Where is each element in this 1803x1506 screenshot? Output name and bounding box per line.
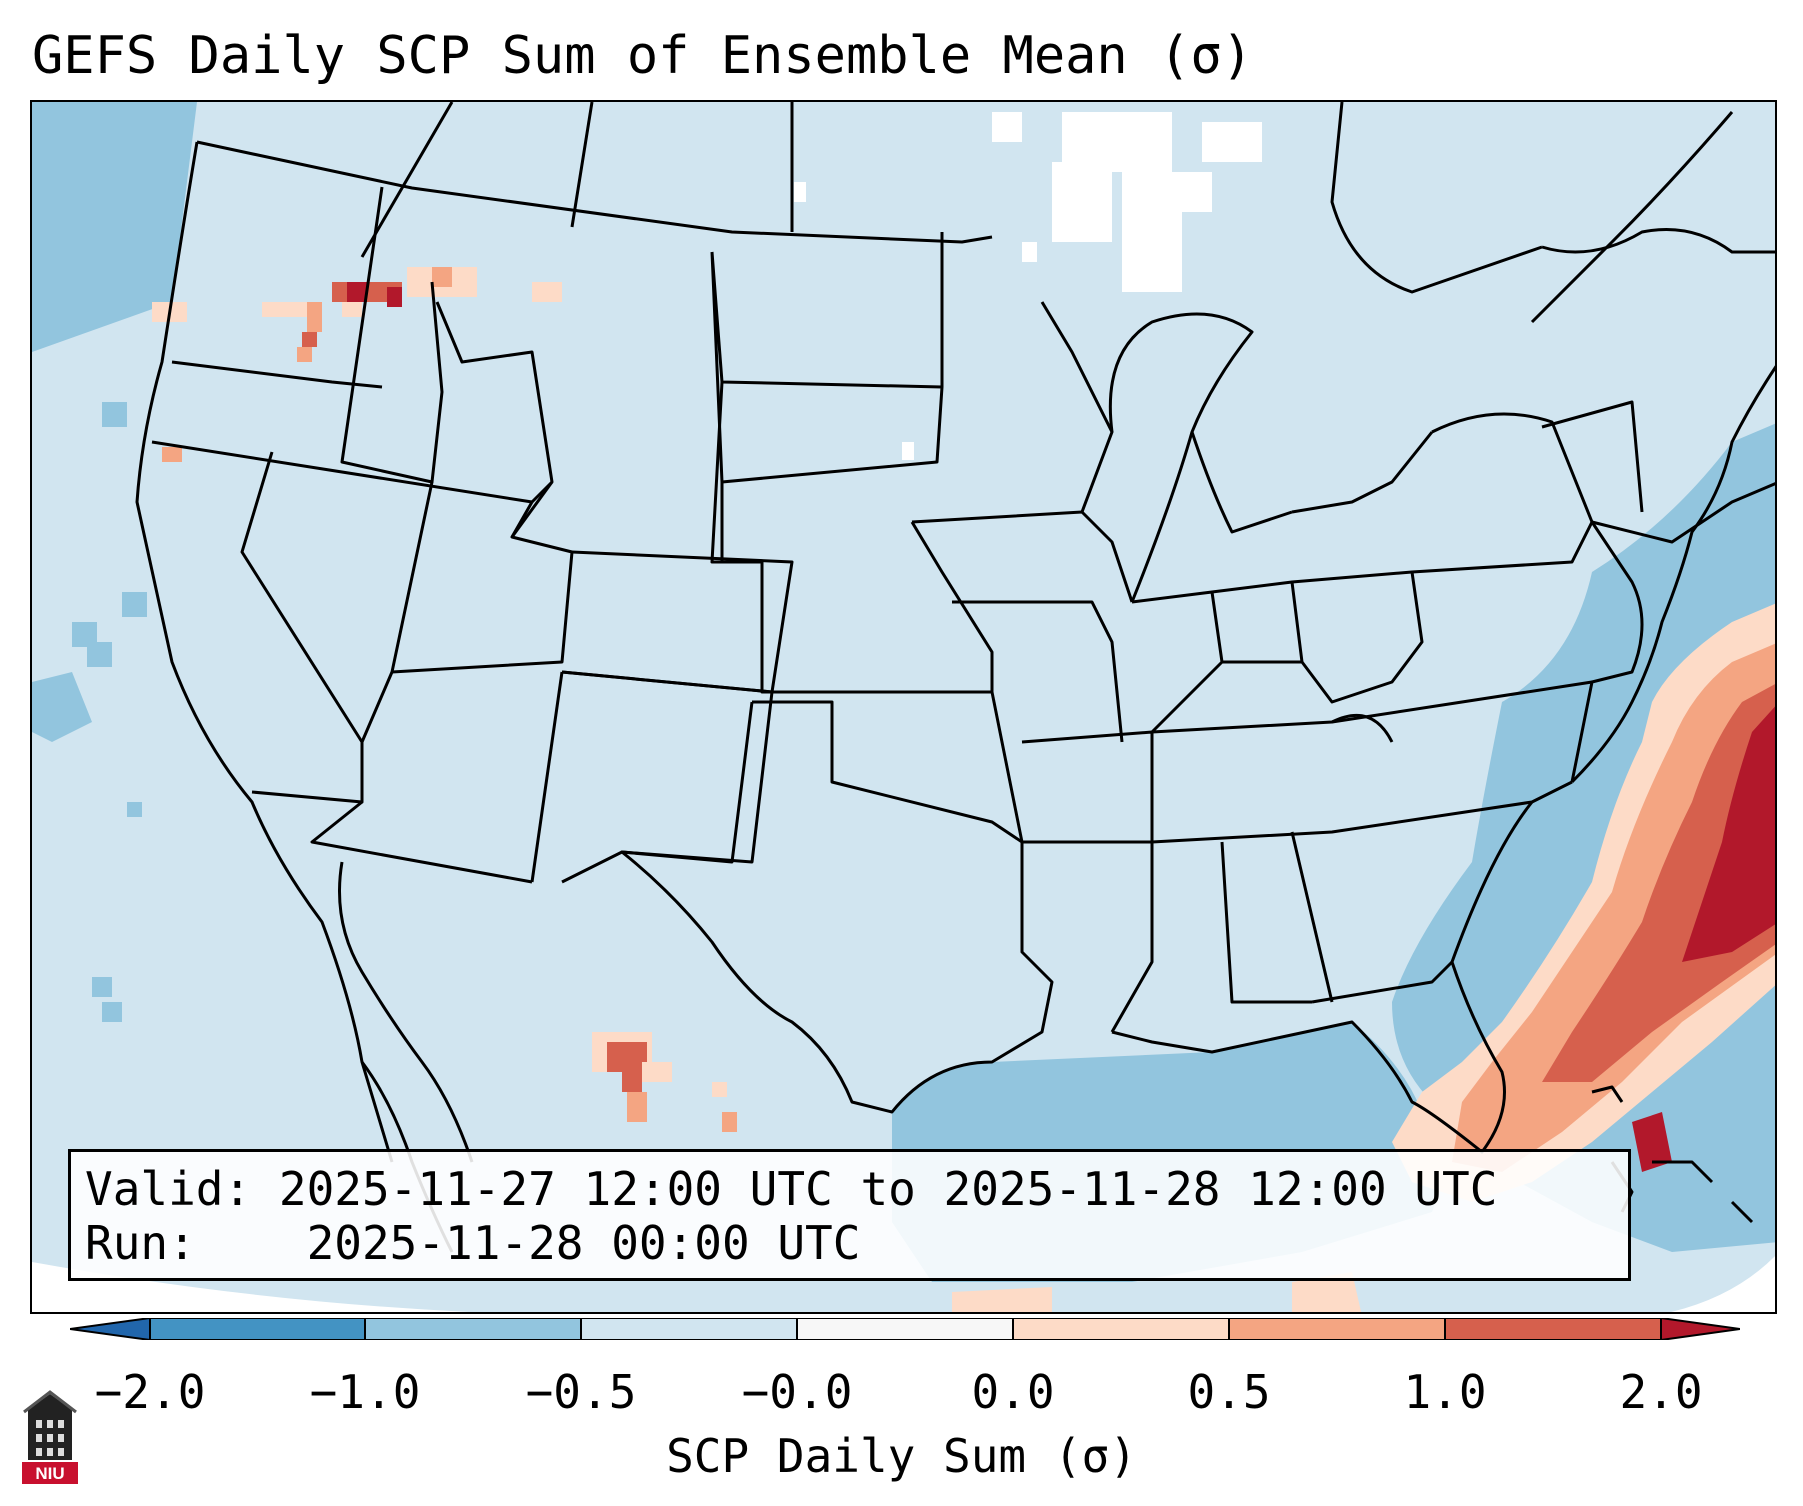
colorbar-tick-label: 0.0 <box>971 1365 1055 1419</box>
colorbar-bin <box>797 1318 1013 1340</box>
valid-label: Valid: <box>85 1162 252 1216</box>
colorbar-bin <box>581 1318 797 1340</box>
colorbar-bin <box>1445 1318 1661 1340</box>
colorbar-extend-high <box>1661 1318 1740 1340</box>
northwest-positive-cells <box>152 267 562 462</box>
run-label: Run: <box>85 1216 196 1270</box>
colorbar <box>70 1318 1740 1340</box>
mexico-positive-cells <box>592 1032 737 1132</box>
outside-domain <box>1670 1256 1775 1312</box>
caribbean-positive <box>952 1287 1052 1312</box>
run-time: 2025-11-28 00:00 UTC <box>306 1216 861 1270</box>
pacific-speckles <box>72 402 147 1022</box>
colorbar-tick-label: −2.0 <box>94 1365 206 1419</box>
colorbar-bin <box>1013 1318 1229 1340</box>
domain-background <box>32 102 1775 1312</box>
colorbar-tick-label: 1.0 <box>1403 1365 1487 1419</box>
colorbar-bin <box>1229 1318 1445 1340</box>
chart-title: GEFS Daily SCP Sum of Ensemble Mean (σ) <box>32 26 1253 86</box>
validity-info-box: Valid: 2025-11-27 12:00 UTC to 2025-11-2… <box>68 1149 1631 1281</box>
colorbar-tick-label: −0.5 <box>525 1365 637 1419</box>
colorbar-tick-label: 2.0 <box>1619 1365 1703 1419</box>
colorbar-tick-label: 0.5 <box>1187 1365 1271 1419</box>
pacific-negative-region <box>32 102 197 352</box>
atlantic-positive-plume <box>1452 643 1775 1172</box>
atlantic-strong-positive <box>1632 1112 1672 1172</box>
atlantic-strong-positive <box>1682 706 1775 962</box>
map-panel <box>30 100 1777 1314</box>
colorbar-tick-label: −1.0 <box>309 1365 421 1419</box>
valid-period: 2025-11-27 12:00 UTC to 2025-11-28 12:00… <box>278 1162 1498 1216</box>
map-canvas <box>32 102 1775 1312</box>
niu-logo: NIU <box>22 1390 78 1484</box>
colorbar-label: SCP Daily Sum (σ) <box>666 1429 1137 1483</box>
atlantic-positive-plume <box>1542 684 1775 1082</box>
colorbar-tick-label: −0.0 <box>741 1365 853 1419</box>
outside-domain <box>32 1262 469 1312</box>
colorbar-bin <box>365 1318 581 1340</box>
canada-neutral-patches <box>794 112 1262 460</box>
colorbar-extend-low <box>70 1318 150 1340</box>
caribbean-positive <box>1292 1272 1362 1312</box>
niu-logo-text: NIU <box>35 1464 64 1483</box>
pacific-negative-region <box>32 672 92 742</box>
colorbar-bin <box>150 1318 365 1340</box>
